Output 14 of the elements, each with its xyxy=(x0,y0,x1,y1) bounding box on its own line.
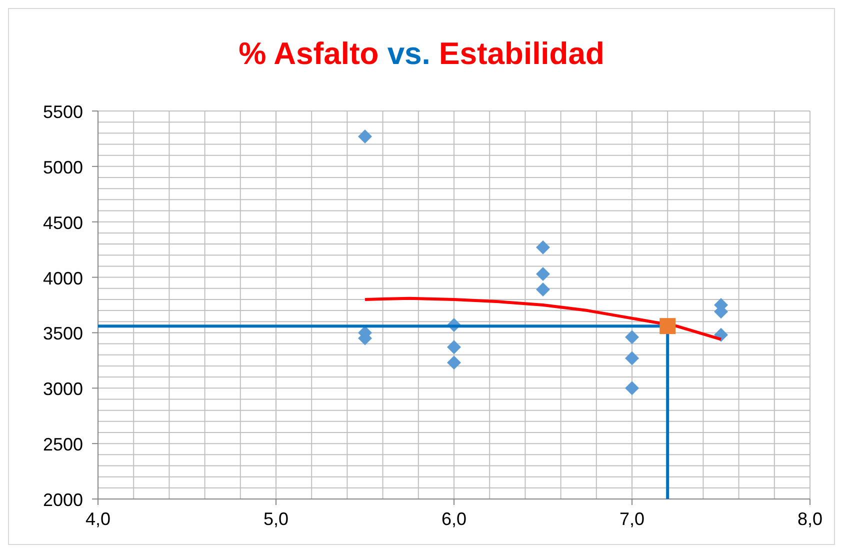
y-tick-label: 5000 xyxy=(42,157,83,178)
x-tick-label: 6,0 xyxy=(441,509,467,529)
chart-title: % Asfalto vs. Estabilidad xyxy=(238,36,604,71)
x-tick-label: 8,0 xyxy=(797,509,823,529)
x-tick-label: 4,0 xyxy=(85,509,111,529)
y-tick-label: 2000 xyxy=(42,490,83,510)
y-tick-label: 4000 xyxy=(42,268,83,288)
y-tick-label: 3500 xyxy=(42,324,83,344)
y-tick-label: 5500 xyxy=(42,102,83,122)
x-tick-label: 5,0 xyxy=(263,509,289,529)
y-tick-label: 4500 xyxy=(42,212,83,233)
x-tick-label: 7,0 xyxy=(619,509,645,529)
y-tick-label: 3000 xyxy=(42,379,83,400)
y-tick-label: 2500 xyxy=(42,434,83,455)
